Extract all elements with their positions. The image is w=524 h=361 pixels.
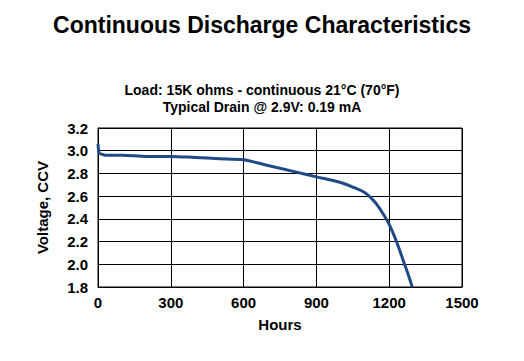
svg-text:Load:: Load: xyxy=(124,82,162,98)
svg-text:Continuous Discharge Character: Continuous Discharge Characteristics xyxy=(53,12,471,38)
svg-text:2.2: 2.2 xyxy=(67,233,88,250)
svg-text:2.6: 2.6 xyxy=(67,188,88,205)
svg-text:Typical Drain @ 2.9V:: Typical Drain @ 2.9V: xyxy=(163,99,304,115)
svg-text:2.0: 2.0 xyxy=(67,256,88,273)
svg-text:900: 900 xyxy=(304,294,329,311)
svg-text:1.8: 1.8 xyxy=(67,279,88,296)
svg-text:15K ohms - continuous 21°C (70: 15K ohms - continuous 21°C (70°F) xyxy=(167,82,400,98)
svg-text:300: 300 xyxy=(158,294,183,311)
svg-text:600: 600 xyxy=(231,294,256,311)
svg-text:1200: 1200 xyxy=(373,294,406,311)
svg-text:1500: 1500 xyxy=(445,294,478,311)
svg-text:3.2: 3.2 xyxy=(67,120,88,137)
svg-text:Hours: Hours xyxy=(258,316,301,333)
svg-text:0.19 mA: 0.19 mA xyxy=(308,99,362,115)
svg-text:2.8: 2.8 xyxy=(67,165,88,182)
svg-text:0: 0 xyxy=(94,294,102,311)
svg-text:Voltage, CCV: Voltage, CCV xyxy=(34,161,51,254)
svg-text:2.4: 2.4 xyxy=(67,210,89,227)
svg-text:3.0: 3.0 xyxy=(67,142,88,159)
